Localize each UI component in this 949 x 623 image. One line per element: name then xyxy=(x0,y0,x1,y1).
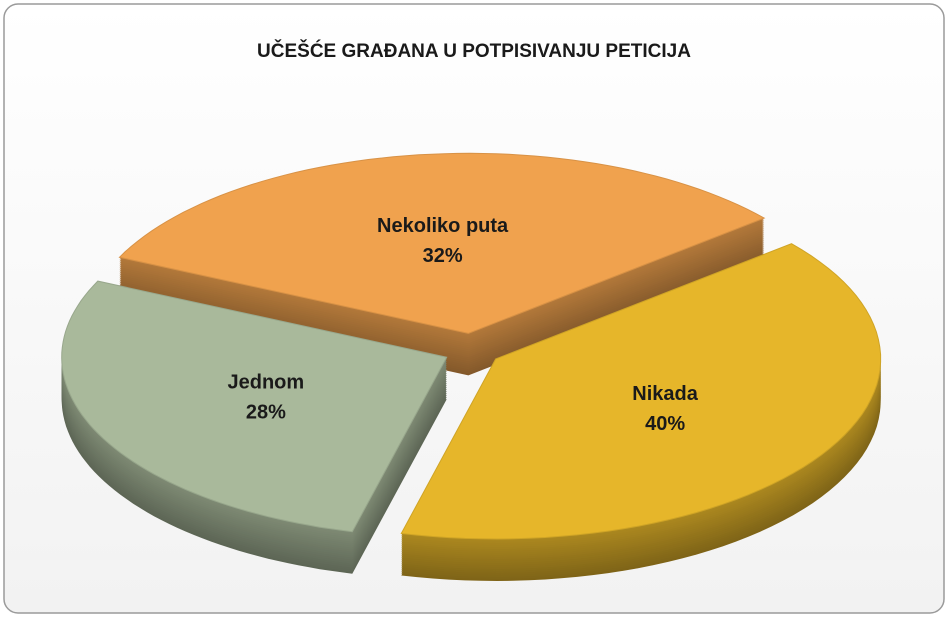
slice xyxy=(400,243,882,540)
slice-label: Nekoliko puta xyxy=(377,215,509,237)
slice-label: Nikada xyxy=(632,383,698,405)
slice-value-label: 40% xyxy=(645,413,685,435)
chart-title: UČEŠĆE GRAĐANA U POTPISIVANJU PETICIJA xyxy=(257,40,691,62)
slice xyxy=(118,152,766,334)
slice-label: Jednom xyxy=(228,372,305,394)
slice-value-label: 28% xyxy=(246,402,286,424)
slice-value-label: 32% xyxy=(423,245,463,267)
slice xyxy=(61,280,448,533)
